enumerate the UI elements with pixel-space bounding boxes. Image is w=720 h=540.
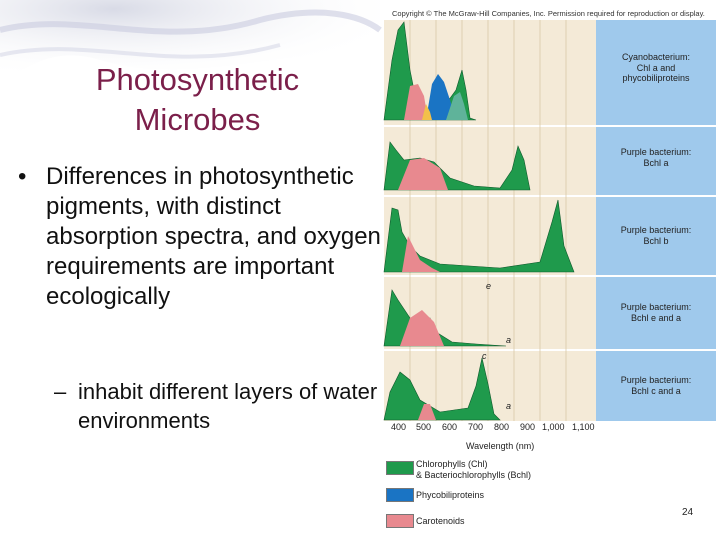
- x-axis-title: Wavelength (nm): [466, 441, 535, 451]
- spectrum-bchl-e-and-a: [383, 289, 507, 347]
- panel-label-cyanobacterium: Cyanobacterium: Chl a and phycobiliprote…: [596, 52, 716, 84]
- x-tick-label: 800: [494, 422, 510, 432]
- carotenoid-1: [404, 84, 428, 120]
- carotenoid-2: [398, 158, 448, 190]
- sub-bullet-mark: –: [54, 379, 67, 404]
- panel-label-line: Purple bacterium:: [620, 147, 692, 157]
- page-number: 24: [682, 507, 694, 518]
- absorption-spectra-figure: [383, 20, 716, 421]
- panel-label-line: phycobiliproteins: [622, 73, 690, 83]
- x-tick-label: 600: [442, 422, 458, 432]
- x-tick-label: 700: [468, 422, 484, 432]
- panel-label-bchl-c-and-a: Purple bacterium: Bchl c and a: [596, 375, 716, 396]
- panel-label-line: Bchl a: [643, 157, 669, 168]
- spectrum-bchl-b: [383, 199, 575, 273]
- sub-bullet-text: inhabit different layers of water enviro…: [78, 379, 378, 433]
- legend-swatch-phycobiliproteins: [386, 488, 414, 502]
- panel-label-line: Chl a and: [636, 62, 676, 73]
- legend-line: & Bacteriochlorophylls (Bchl): [416, 470, 532, 480]
- x-tick-label: 900: [520, 422, 536, 432]
- phycobilin-blue-1: [426, 74, 456, 120]
- phycobilin-yellow-1: [422, 104, 432, 120]
- carotenoid-5: [418, 404, 436, 420]
- legend-label-carotenoids: Carotenoids: [416, 516, 465, 526]
- bchl-curve-3: [383, 199, 575, 273]
- peak-letter-a: a: [506, 335, 512, 345]
- legend-swatch-carotenoids: [386, 514, 414, 528]
- label-column-1: [596, 20, 716, 125]
- peak-letter-c: c: [482, 351, 487, 361]
- panel-label-line: Bchl e and a: [630, 312, 682, 323]
- panel-label-line: Cyanobacterium:: [621, 52, 691, 62]
- x-tick-label: 1,000: [542, 422, 565, 432]
- bchl-curve-5: [383, 357, 501, 421]
- x-tick-label: 400: [391, 422, 407, 432]
- bullet-mark: •: [18, 163, 27, 190]
- panel-label-line: Purple bacterium:: [620, 302, 692, 312]
- spectrum-bchl-a: [383, 141, 531, 191]
- carotenoid-4: [400, 310, 444, 346]
- bullet-text: Differences in photosynthetic pigments, …: [46, 163, 381, 310]
- x-tick-label: 500: [416, 422, 432, 432]
- label-column-2: [596, 127, 716, 195]
- panel-label-bchl-b: Purple bacterium: Bchl b: [596, 225, 716, 246]
- panel-label-line: Purple bacterium:: [620, 375, 692, 385]
- slide-title: Photosynthetic Microbes: [30, 60, 365, 140]
- copyright-notice: Copyright © The McGraw-Hill Companies, I…: [392, 9, 705, 18]
- title-line-1: Photosynthetic: [95, 62, 300, 97]
- panel-label-line: Bchl b: [643, 235, 669, 246]
- x-tick-label: 1,100: [572, 422, 595, 432]
- legend-swatch-chlorophyll: [386, 461, 414, 475]
- peak-letter-a: a: [506, 401, 512, 411]
- title-line-2: Microbes: [134, 102, 261, 137]
- panel-label-line: Purple bacterium:: [620, 225, 692, 235]
- phycobilin-teal-1: [446, 92, 468, 120]
- label-column-3: [596, 197, 716, 275]
- legend-label-phycobiliproteins: Phycobiliproteins: [416, 490, 485, 500]
- legend-label-chlorophyll: Chlorophylls (Chl) & Bacteriochlorophyll…: [416, 459, 531, 481]
- label-column-5: [596, 351, 716, 421]
- carotenoid-3: [402, 236, 440, 272]
- panel-label-bchl-a: Purple bacterium: Bchl a: [596, 147, 716, 168]
- peak-letter-e: e: [486, 281, 492, 291]
- label-column-4: [596, 277, 716, 349]
- spectrum-bchl-c-and-a: [383, 357, 501, 421]
- panel-label-bchl-e-and-a: Purple bacterium: Bchl e and a: [596, 302, 716, 323]
- legend-line: Chlorophylls (Chl): [416, 459, 488, 469]
- panel-label-line: Bchl c and a: [631, 385, 681, 396]
- spectrum-cyanobacterium: [383, 21, 477, 121]
